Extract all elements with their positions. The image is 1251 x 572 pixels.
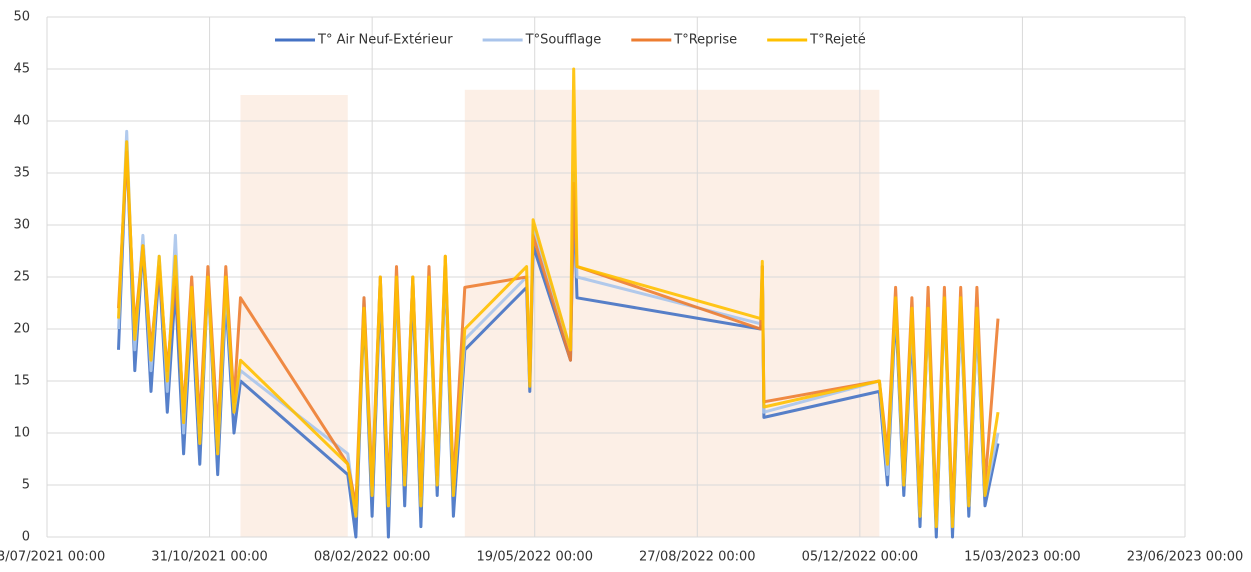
x-tick-label: 27/08/2022 00:00 [639,550,756,565]
legend-label: T°Rejeté [809,33,866,48]
shaded-region [240,95,348,537]
x-tick-label: 31/10/2021 00:00 [151,550,268,565]
x-tick-label: 05/12/2022 00:00 [802,550,919,565]
x-tick-label: 19/05/2022 00:00 [476,550,593,565]
x-tick-label: 23/06/2023 00:00 [1127,550,1244,565]
y-tick-label: 5 [22,478,30,493]
y-tick-label: 30 [13,218,30,233]
x-tick-label: 23/07/2021 00:00 [0,550,105,565]
y-tick-label: 25 [13,270,30,285]
y-tick-label: 15 [13,374,30,389]
x-tick-label: 08/02/2022 00:00 [314,550,431,565]
y-tick-label: 45 [13,62,30,77]
legend-label: T°Soufflage [525,33,602,48]
y-tick-label: 40 [13,114,30,129]
legend-label: T° Air Neuf-Extérieur [317,33,453,48]
x-tick-label: 15/03/2023 00:00 [964,550,1081,565]
y-tick-label: 0 [22,530,30,545]
y-tick-label: 50 [13,10,30,25]
y-tick-label: 35 [13,166,30,181]
y-tick-label: 20 [13,322,30,337]
series-line [117,67,1000,529]
legend-label: T°Reprise [673,33,737,48]
y-tick-label: 10 [13,426,30,441]
